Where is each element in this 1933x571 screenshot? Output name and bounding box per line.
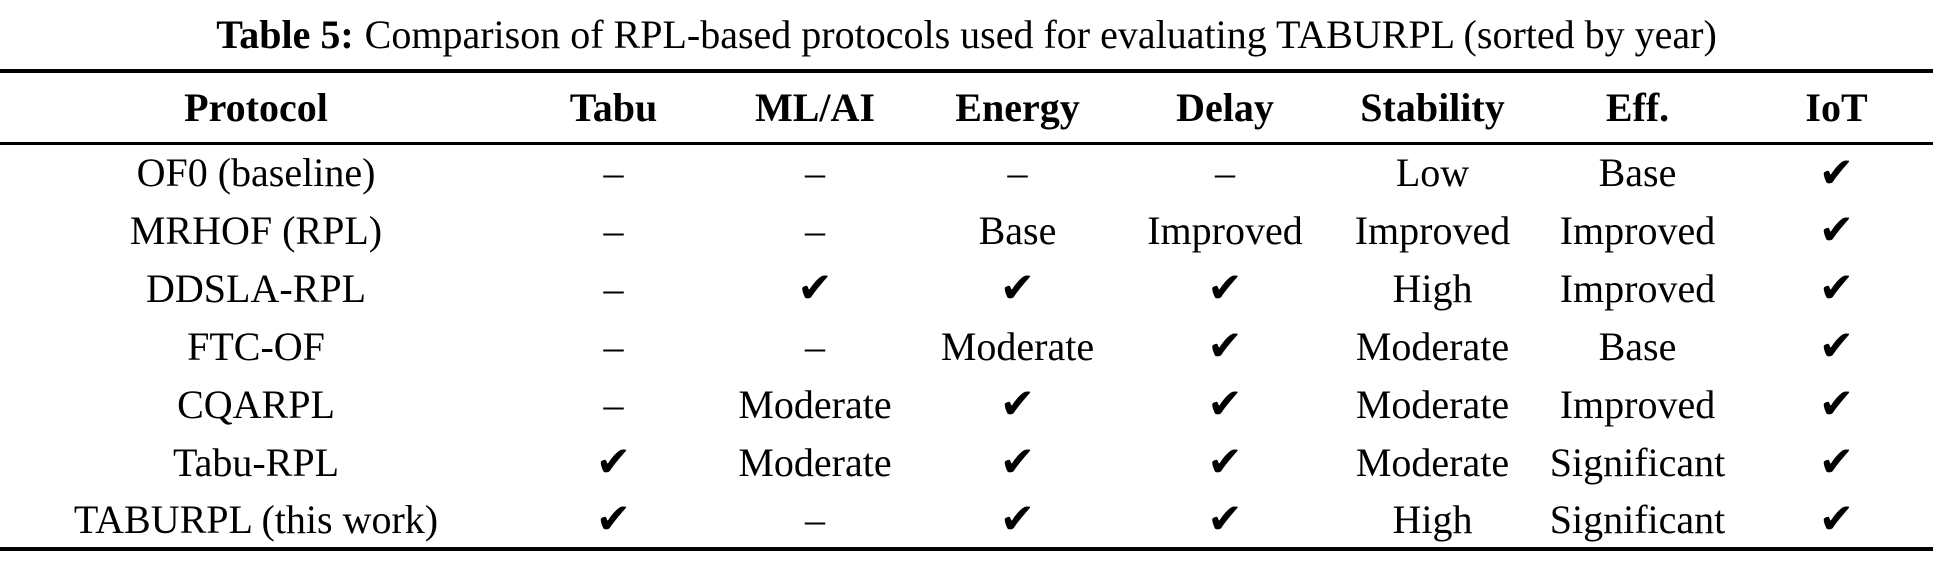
column-header-tabu: Tabu (569, 84, 658, 130)
dash-cell: – (603, 381, 624, 427)
value-cell: Moderate (1355, 439, 1510, 485)
dash-cell: – (603, 150, 624, 196)
column-header-delay: Delay (1176, 84, 1274, 130)
dash-cell: – (1007, 150, 1028, 196)
protocol-name-cell: Tabu-RPL (172, 439, 340, 485)
checkmark-cell: ✔ (999, 382, 1036, 428)
column-header-eff: Eff. (1605, 84, 1670, 130)
checkmark-cell: ✔ (1207, 324, 1243, 370)
protocol-name-cell: FTC-OF (187, 323, 325, 369)
checkmark-cell: ✔ (797, 266, 833, 312)
value-cell: Improved (1559, 207, 1716, 253)
checkmark-cell: ✔ (1207, 266, 1243, 312)
table-row: CQARPL – Moderate ✔ ✔ Moderate Improved … (0, 375, 1933, 433)
protocol-name-cell: TABURPL (this work) (73, 496, 439, 542)
column-header-stability: Stability (1360, 84, 1505, 130)
value-cell: Improved (1147, 207, 1303, 253)
value-cell: Improved (1354, 207, 1511, 253)
table-row: TABURPL (this work) ✔ – ✔ ✔ High Signifi… (0, 491, 1933, 549)
checkmark-cell: ✔ (1818, 497, 1855, 543)
value-cell: Base (1598, 150, 1677, 196)
checkmark-cell: ✔ (999, 440, 1036, 486)
checkmark-cell: ✔ (1818, 150, 1855, 197)
value-cell: Significant (1549, 439, 1726, 485)
dash-cell: – (603, 323, 624, 369)
checkmark-cell: ✔ (1818, 324, 1855, 370)
value-cell: Improved (1559, 265, 1716, 311)
table-caption-label: Table 5: (216, 12, 354, 57)
dash-cell: – (603, 207, 624, 253)
table-row: FTC-OF – – Moderate ✔ Moderate Base ✔ (0, 317, 1933, 375)
value-cell: Low (1395, 150, 1470, 196)
checkmark-cell: ✔ (1818, 382, 1855, 428)
column-header-energy: Energy (955, 84, 1080, 130)
checkmark-cell: ✔ (595, 440, 632, 486)
checkmark-cell: ✔ (999, 266, 1036, 312)
dash-cell: – (805, 207, 825, 253)
value-cell: Moderate (738, 439, 892, 485)
value-cell: Moderate (940, 323, 1095, 369)
checkmark-cell: ✔ (595, 497, 632, 543)
comparison-table: Protocol Tabu ML/AI Energy Delay Stabili… (0, 69, 1933, 551)
table-caption-text: Comparison of RPL-based protocols used f… (364, 12, 1717, 57)
value-cell: Moderate (1355, 381, 1510, 427)
value-cell: Base (978, 207, 1057, 253)
column-header-ml-ai: ML/AI (755, 84, 875, 130)
value-cell: Base (1598, 323, 1677, 369)
dash-cell: – (805, 496, 825, 542)
protocol-name-cell: OF0 (baseline) (136, 150, 376, 196)
checkmark-cell: ✔ (1207, 440, 1243, 486)
table-caption: Table 5: Comparison of RPL-based protoco… (0, 0, 1933, 69)
protocol-name-cell: MRHOF (RPL) (129, 207, 383, 253)
value-cell: Moderate (738, 381, 892, 427)
table-header: Protocol Tabu ML/AI Energy Delay Stabili… (0, 71, 1933, 143)
checkmark-cell: ✔ (999, 497, 1036, 543)
table-row: MRHOF (RPL) – – Base Improved Improved I… (0, 201, 1933, 259)
header-row: Protocol Tabu ML/AI Energy Delay Stabili… (0, 71, 1933, 143)
value-cell: High (1392, 265, 1473, 311)
table-row: Tabu-RPL ✔ Moderate ✔ ✔ Moderate Signifi… (0, 433, 1933, 491)
dash-cell: – (1215, 150, 1235, 196)
column-header-protocol: Protocol (184, 84, 328, 130)
table-row: OF0 (baseline) – – – – Low Base ✔ (0, 143, 1933, 201)
dash-cell: – (805, 323, 825, 369)
checkmark-cell: ✔ (1207, 382, 1243, 428)
dash-cell: – (603, 265, 624, 311)
protocol-name-cell: DDSLA-RPL (145, 265, 367, 311)
value-cell: Significant (1549, 496, 1726, 542)
value-cell: Improved (1559, 381, 1716, 427)
checkmark-cell: ✔ (1818, 208, 1855, 254)
value-cell: Moderate (1355, 323, 1510, 369)
table-row: DDSLA-RPL – ✔ ✔ ✔ High Improved ✔ (0, 259, 1933, 317)
dash-cell: – (805, 150, 825, 196)
checkmark-cell: ✔ (1818, 266, 1855, 312)
value-cell: High (1392, 496, 1473, 542)
protocol-name-cell: CQARPL (177, 381, 335, 427)
column-header-iot: IoT (1805, 84, 1868, 130)
checkmark-cell: ✔ (1207, 497, 1243, 543)
table-body: OF0 (baseline) – – – – Low Base ✔ MRHOF … (0, 143, 1933, 549)
checkmark-cell: ✔ (1818, 440, 1855, 486)
